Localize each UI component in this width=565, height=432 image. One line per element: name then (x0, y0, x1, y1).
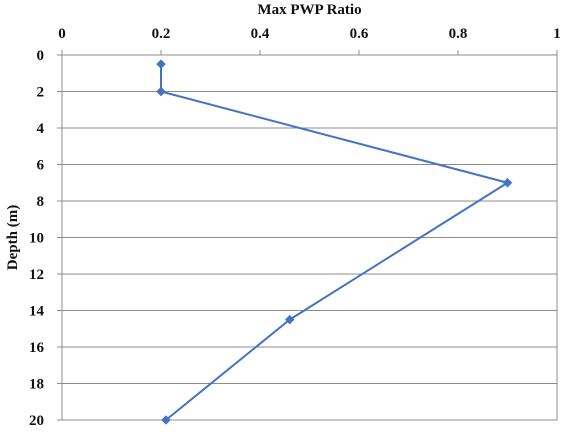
series-line-0 (160, 64, 509, 421)
y-tick-label-5: 10 (29, 231, 44, 247)
x-tick-label-4: 0.8 (449, 26, 468, 42)
y-tick-label-9: 18 (29, 377, 44, 393)
data-point-4 (161, 415, 171, 425)
y-tick-label-6: 12 (29, 267, 44, 283)
x-axis-title: Max PWP Ratio (257, 2, 361, 18)
y-tick-label-10: 20 (29, 413, 44, 429)
y-tick-label-0: 0 (37, 48, 45, 64)
series-layer (156, 59, 513, 425)
grid-lines (62, 54, 557, 421)
y-tick-label-8: 16 (29, 340, 45, 356)
y-tick-labels: 0 2 4 6 8 10 12 14 16 18 20 (29, 48, 62, 429)
y-tick-label-4: 8 (37, 194, 45, 210)
data-point-3 (284, 314, 295, 325)
x-tick-label-5: 1 (553, 26, 561, 42)
x-tick-label-0: 0 (58, 26, 66, 42)
x-tick-labels: 0 0.2 0.4 0.6 0.8 1 (58, 26, 561, 55)
y-tick-label-1: 2 (37, 85, 45, 101)
x-tick-label-1: 0.2 (152, 26, 171, 42)
x-tick-label-2: 0.4 (251, 26, 270, 42)
data-point-2 (502, 177, 513, 188)
data-point-1 (156, 86, 166, 97)
y-tick-label-3: 6 (37, 158, 45, 174)
y-tick-label-7: 14 (29, 304, 45, 320)
y-axis-title: Depth (m) (5, 205, 21, 270)
data-point-0 (156, 59, 166, 69)
y-tick-label-2: 4 (37, 121, 45, 137)
x-tick-label-3: 0.6 (350, 26, 369, 42)
